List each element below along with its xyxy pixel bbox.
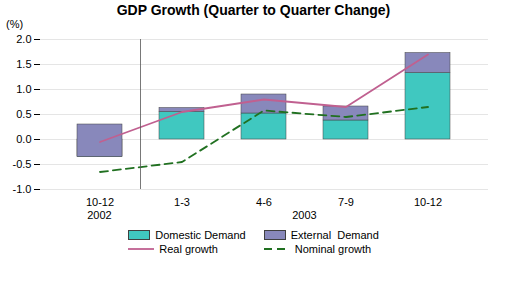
svg-text:1.0: 1.0 (16, 83, 31, 95)
svg-text:7-9: 7-9 (338, 196, 354, 208)
html-text:GDP Growth (Quarter to Quarter: GDP Growth (Quarter to Quarter Change) (116, 2, 391, 18)
svg-text:4-6: 4-6 (256, 196, 272, 208)
svg-text:1-3: 1-3 (174, 196, 190, 208)
svg-text:0.0: 0.0 (16, 133, 31, 145)
svg-text:2003: 2003 (292, 209, 316, 221)
svg-text:-0.5: -0.5 (13, 158, 32, 170)
svg-text:10-12: 10-12 (86, 196, 114, 208)
html-text:Real growth: Real growth (159, 243, 218, 255)
svg-text:2002: 2002 (87, 209, 111, 221)
html-text:Domestic Demand: Domestic Demand (155, 229, 246, 241)
svg-text:1.5: 1.5 (16, 58, 31, 70)
svg-text:-1.0: -1.0 (13, 183, 32, 195)
svg-text:2.0: 2.0 (16, 33, 31, 45)
html-text:Nominal growth: Nominal growth (294, 243, 372, 255)
svg-text:10-12: 10-12 (414, 196, 442, 208)
svg-text:0.5: 0.5 (16, 108, 31, 120)
html-text:External Demand: External Demand (290, 229, 379, 241)
